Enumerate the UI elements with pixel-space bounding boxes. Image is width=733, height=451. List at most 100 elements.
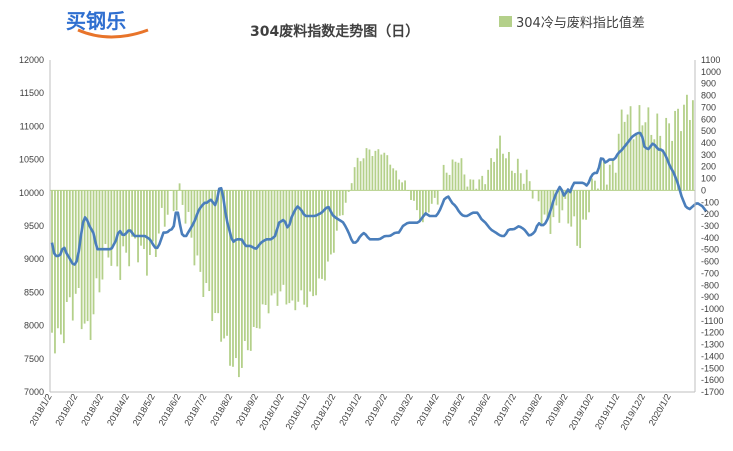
bar <box>445 172 448 191</box>
bar <box>404 180 406 191</box>
bar <box>608 164 611 191</box>
bar <box>644 122 647 191</box>
bar <box>205 190 208 284</box>
series-line <box>50 131 708 266</box>
bar <box>582 190 584 220</box>
bar <box>62 190 65 344</box>
right-tick-label: -1500 <box>701 363 724 373</box>
bar <box>104 190 107 245</box>
bar <box>460 158 463 191</box>
bar <box>217 190 220 314</box>
bar <box>131 190 134 237</box>
bar <box>457 162 460 191</box>
bar <box>448 174 451 191</box>
bar <box>469 179 472 191</box>
bar <box>107 190 110 258</box>
bar <box>288 190 291 304</box>
x-tick-label: 2018/6/2 <box>157 392 183 427</box>
bar <box>653 139 656 191</box>
bar <box>211 190 214 322</box>
bar <box>229 190 231 366</box>
bar <box>680 131 682 191</box>
right-tick-label: -200 <box>701 209 719 219</box>
bar <box>68 190 71 298</box>
x-tick-label: 2019/11/2 <box>593 392 621 431</box>
bar <box>591 178 593 191</box>
bar <box>650 134 653 191</box>
bar <box>178 183 181 191</box>
legend-label: 304冷与废料指比值差 <box>516 15 645 31</box>
bar <box>282 190 285 285</box>
bar <box>74 190 77 294</box>
bar <box>386 155 389 191</box>
bar <box>602 161 605 191</box>
bar <box>285 190 288 305</box>
right-tick-label: 100 <box>701 174 716 184</box>
bar <box>258 190 261 329</box>
bar <box>442 164 445 191</box>
bar <box>537 190 540 202</box>
x-tick-label: 2018/5/2 <box>131 392 157 427</box>
x-axis-ticks: 2018/1/2 2018/2/2 2018/3/2 2018/4/2 2018/5/2… <box>28 392 673 432</box>
left-tick-label: 9000 <box>24 254 44 264</box>
bar <box>389 164 392 191</box>
bar <box>371 155 374 191</box>
bar <box>327 190 329 262</box>
bar <box>558 190 561 223</box>
bar <box>338 190 341 216</box>
right-tick-label: -1100 <box>701 316 723 326</box>
bar <box>567 190 570 224</box>
bar <box>321 190 323 279</box>
bar <box>502 153 504 191</box>
bar <box>395 170 398 191</box>
x-tick-label: 2018/8/2 <box>208 392 234 427</box>
bar <box>594 180 596 191</box>
bar <box>481 175 484 191</box>
bar <box>383 152 386 191</box>
bar <box>332 190 335 253</box>
bar <box>208 190 211 292</box>
bar <box>232 190 234 367</box>
bar <box>80 190 83 330</box>
x-tick-label: 2019/12/2 <box>618 392 647 432</box>
bar <box>137 190 139 263</box>
bar <box>668 123 671 191</box>
bar <box>57 190 59 329</box>
bar <box>496 148 498 191</box>
bar <box>122 190 125 247</box>
bar <box>54 190 56 354</box>
bar <box>270 190 273 296</box>
bar <box>611 159 614 191</box>
bar <box>686 94 688 191</box>
bar <box>555 190 558 206</box>
x-tick-label: 2018/12/2 <box>309 392 338 432</box>
bar <box>451 159 454 191</box>
bar <box>235 190 237 359</box>
bar <box>214 190 217 313</box>
bar <box>487 169 490 191</box>
x-tick-label: 2020/1/2 <box>647 392 673 427</box>
bar <box>419 190 421 222</box>
x-tick-label: 2019/7/2 <box>492 392 518 427</box>
bar <box>508 151 510 191</box>
bar <box>499 135 501 191</box>
bar <box>466 186 469 191</box>
bar <box>125 190 128 253</box>
bar <box>493 161 495 191</box>
bar <box>519 173 522 191</box>
x-tick-label: 2018/1/2 <box>28 392 54 427</box>
bar <box>294 190 297 311</box>
bar <box>635 132 638 191</box>
bar <box>356 157 359 191</box>
right-tick-label: -100 <box>701 197 719 207</box>
bar <box>368 149 371 191</box>
right-tick-label: 800 <box>701 91 716 101</box>
right-tick-label: 300 <box>701 150 716 160</box>
right-tick-label: 200 <box>701 162 716 172</box>
left-tick-label: 11500 <box>20 88 44 98</box>
bar <box>341 190 344 216</box>
x-tick-label: 2019/3/2 <box>389 392 415 427</box>
bar <box>255 190 258 329</box>
left-tick-label: 10000 <box>19 188 44 198</box>
